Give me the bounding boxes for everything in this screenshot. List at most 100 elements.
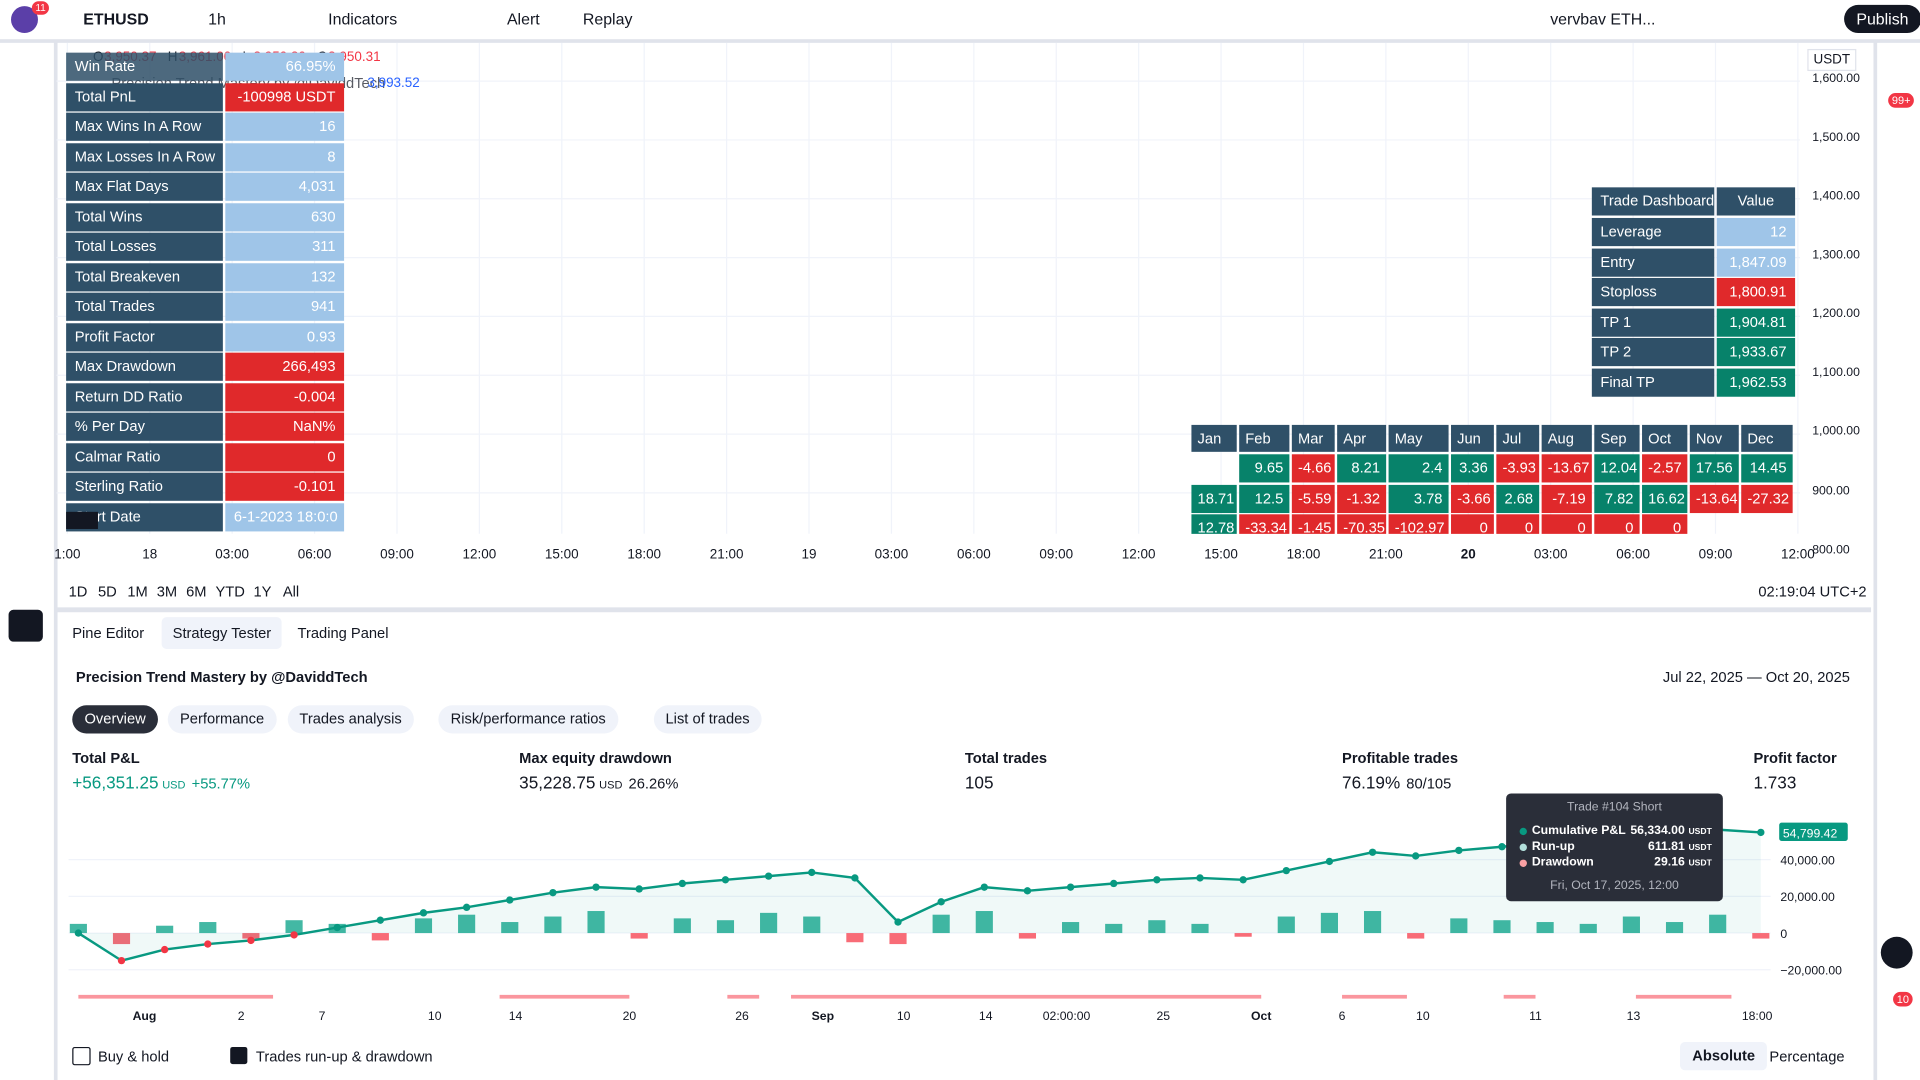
trade-bar — [1709, 914, 1727, 934]
divider — [56, 607, 1872, 613]
equity-x-label: 18:00 — [1742, 1009, 1773, 1023]
stats-label: Max Drawdown — [66, 352, 223, 381]
equity-point — [1110, 879, 1118, 888]
month-value: -33.34 — [1239, 514, 1290, 534]
absolute-button[interactable]: Absolute — [1680, 1042, 1768, 1071]
strategy-tab[interactable]: List of trades — [653, 705, 762, 734]
last-value-box — [1779, 822, 1848, 841]
tooltip-label: Run-up — [1531, 840, 1575, 854]
panel-tab[interactable]: Strategy Tester — [161, 617, 283, 649]
equity-x-label: 20 — [623, 1009, 637, 1023]
stats-label: Max Wins In A Row — [66, 112, 223, 141]
panel-tab[interactable]: Pine Editor — [72, 624, 145, 642]
equity-point — [764, 872, 773, 880]
trade-bar — [1579, 923, 1597, 934]
tooltip-unit: USDT — [1688, 843, 1712, 853]
range-button[interactable]: All — [282, 582, 300, 601]
equity-x-label: 25 — [1156, 1009, 1170, 1023]
date-range[interactable]: Jul 22, 2025 — Oct 20, 2025 — [1662, 668, 1850, 686]
stats-label: Return DD Ratio — [66, 382, 223, 411]
time-tick-label: 15:00 — [544, 547, 579, 563]
strategy-tab[interactable]: Trades analysis — [287, 705, 414, 734]
trade-bar — [1277, 916, 1295, 934]
stats-value: -0.101 — [225, 472, 345, 501]
equity-point — [247, 936, 255, 945]
trade-bar — [1752, 933, 1770, 939]
publish-button[interactable]: Publish — [1844, 4, 1920, 34]
price-tick-label: 800.00 — [1812, 543, 1850, 557]
trade-bar — [975, 911, 993, 934]
range-button[interactable]: YTD — [215, 582, 245, 601]
range-button[interactable]: 1M — [127, 582, 148, 601]
trade-bar — [1018, 933, 1037, 939]
metric: Total trades 105 — [965, 749, 1047, 794]
dashboard-header: Value — [1716, 187, 1796, 216]
trade-bar — [544, 916, 562, 934]
tooltip-row-value: 56,334.00 USDT — [1630, 824, 1712, 837]
strategy-name[interactable]: Precision Trend Mastery by @DaviddTech — [75, 668, 368, 686]
equity-x-label: 13 — [1627, 1009, 1641, 1023]
equity-x-label: 10 — [1416, 1009, 1430, 1023]
trade-bar — [673, 918, 691, 934]
symbol[interactable]: ETHUSD — [83, 9, 149, 29]
panel-tab[interactable]: Trading Panel — [297, 624, 389, 642]
time-tick-label: 09:00 — [1698, 547, 1733, 563]
time-tick-label: 03:00 — [1533, 547, 1568, 563]
equity-point — [1023, 887, 1032, 895]
tooltip-value: 29.16 — [1654, 855, 1685, 870]
month-value: -1.45 — [1291, 514, 1335, 534]
top-toolbar — [0, 0, 1920, 43]
percentage-button[interactable]: Percentage — [1769, 1048, 1845, 1066]
metric-value: +56,351.25 — [72, 772, 159, 793]
time-tick-label: 18 — [142, 547, 158, 563]
interval[interactable]: 1h — [208, 9, 226, 29]
range-button[interactable]: 1Y — [253, 582, 272, 601]
metric-line: 35,228.75 USD 26.26% — [519, 773, 678, 795]
range-button[interactable]: 5D — [97, 582, 117, 601]
range-button[interactable]: 6M — [186, 582, 207, 601]
trade-bar — [414, 918, 433, 934]
metric-unit: USD — [162, 778, 186, 792]
strategy-tab[interactable]: Overview — [72, 705, 158, 734]
time-tick-label: 1:00 — [54, 547, 81, 563]
stats-value: 0.93 — [225, 322, 345, 351]
equity-point — [980, 883, 988, 891]
indicators-button[interactable]: Indicators — [328, 9, 398, 29]
time-tick-label: 12:00 — [1781, 547, 1815, 563]
time-tick-label: 06:00 — [1616, 547, 1650, 563]
time-tick-label: 09:00 — [1039, 547, 1074, 563]
month-value: -13.67 — [1541, 454, 1592, 483]
month-value: 0 — [1496, 514, 1540, 534]
equity-point — [1757, 828, 1765, 837]
strategy-tab[interactable]: Performance — [167, 705, 277, 734]
apps-button[interactable] — [1880, 936, 1913, 969]
tooltip-label: Drawdown — [1531, 855, 1594, 870]
link-tool[interactable] — [8, 609, 43, 642]
time-tick-label: 03:00 — [215, 547, 250, 563]
equity-line — [77, 828, 1761, 962]
month-value: 0 — [1642, 514, 1688, 534]
tooltip-date: Fri, Oct 17, 2025, 12:00 — [1550, 879, 1679, 893]
equity-point — [419, 909, 428, 917]
metrics: Total P&L +56,351.25 USD +55.77% Max equity … — [0, 749, 1873, 798]
alert-button[interactable]: Alert — [506, 9, 540, 29]
tooltip: Trade #104 Short Cumulative P&L 56,334.00 U… — [1506, 793, 1723, 902]
currency[interactable]: USDT — [1807, 48, 1857, 72]
month-header: Nov — [1689, 424, 1739, 452]
price-tick-label: 1,000.00 — [1812, 425, 1860, 439]
layout-name[interactable]: vervbav ETH... — [1550, 9, 1656, 29]
stats-label: Win Rate — [66, 52, 223, 81]
range-button[interactable]: 3M — [156, 582, 178, 601]
runup-checkbox[interactable] — [230, 1046, 248, 1065]
month-value: -5.59 — [1291, 484, 1335, 513]
metric-label: Total P&L — [72, 749, 140, 767]
range-button[interactable]: 1D — [68, 582, 88, 601]
month-value: 2.4 — [1388, 454, 1449, 483]
metric-extra: 80/105 — [1406, 775, 1452, 793]
buy-hold-checkbox[interactable] — [72, 1046, 91, 1066]
month-header: May — [1388, 424, 1449, 452]
stats-value: -0.004 — [225, 382, 345, 411]
replay-button[interactable]: Replay — [582, 9, 633, 29]
strategy-tab[interactable]: Risk/performance ratios — [438, 705, 619, 734]
